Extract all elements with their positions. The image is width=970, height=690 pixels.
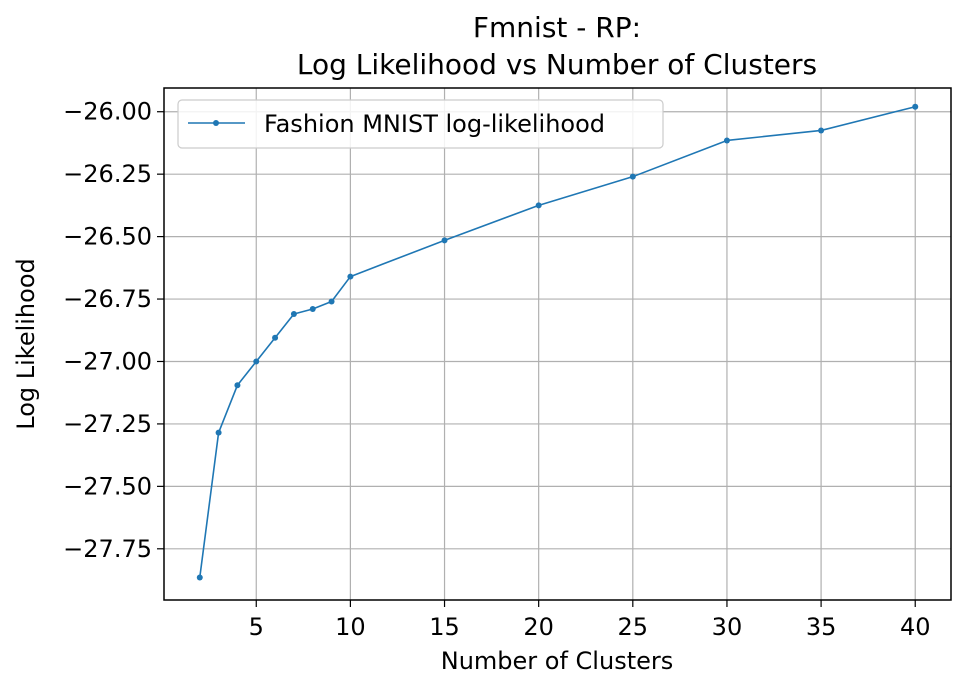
y-axis-label: Log Likelihood (12, 258, 40, 430)
x-axis-ticks: 5 10 15 20 25 30 35 40 (249, 600, 931, 641)
y-tick-label: −27.75 (63, 535, 152, 563)
x-tick-label: 25 (618, 613, 649, 641)
data-point (347, 273, 354, 280)
data-point (253, 358, 260, 365)
data-point (272, 334, 279, 341)
chart-title-line2: Log Likelihood vs Number of Clusters (297, 48, 817, 81)
data-point (309, 306, 316, 313)
data-point (215, 429, 222, 436)
y-axis-ticks: −26.00 −26.25 −26.50 −26.75 −27.00 −27.25 −27.… (63, 98, 164, 563)
y-tick-label: −26.75 (63, 285, 152, 313)
y-tick-label: −27.00 (63, 347, 152, 375)
x-tick-label: 5 (249, 613, 264, 641)
y-tick-label: −26.00 (63, 98, 152, 126)
x-tick-label: 15 (429, 613, 460, 641)
y-tick-label: −26.25 (63, 160, 152, 188)
x-tick-label: 20 (523, 613, 554, 641)
x-tick-label: 30 (712, 613, 743, 641)
data-point (629, 173, 636, 180)
y-tick-label: −27.25 (63, 410, 152, 438)
chart-title-line1: Fmnist - RP: (473, 11, 641, 44)
x-tick-label: 40 (900, 613, 931, 641)
x-tick-label: 10 (335, 613, 366, 641)
y-tick-label: −27.50 (63, 472, 152, 500)
legend-label: Fashion MNIST log-likelihood (264, 110, 605, 138)
x-tick-label: 35 (806, 613, 837, 641)
data-point (535, 202, 542, 209)
data-point (290, 311, 297, 318)
legend: Fashion MNIST log-likelihood (177, 99, 664, 149)
y-tick-label: −26.50 (63, 223, 152, 251)
data-point (328, 298, 335, 305)
plot-area-frame (163, 87, 952, 601)
series-layer (196, 103, 919, 581)
legend-box (177, 99, 664, 149)
data-point (818, 127, 825, 134)
data-point (234, 382, 241, 389)
data-point (441, 237, 448, 244)
x-axis-label: Number of Clusters (441, 647, 674, 675)
data-point (912, 103, 919, 110)
data-point (196, 574, 203, 581)
legend-marker-swatch (213, 120, 219, 126)
data-point (723, 137, 730, 144)
